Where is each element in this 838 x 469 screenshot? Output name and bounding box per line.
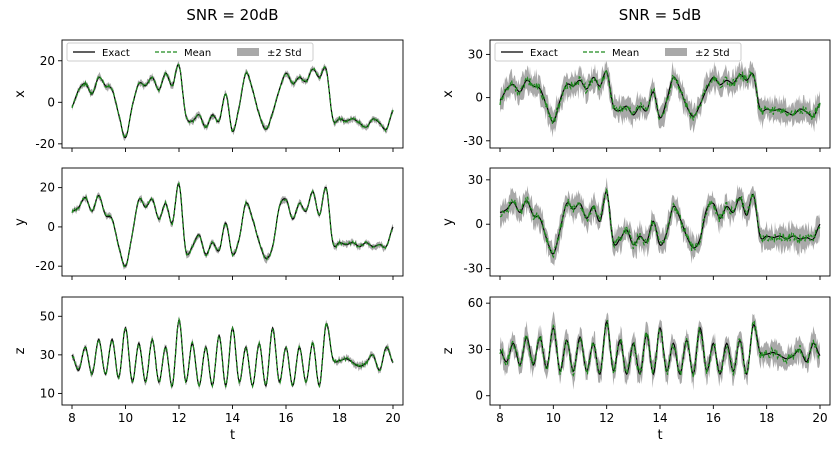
exact-line [499, 320, 821, 376]
mean-line [71, 317, 394, 390]
y-tick-label: 20 [40, 181, 55, 195]
panel-y-20dB: -20 0 20 y [13, 167, 404, 280]
panel-x-20dB: -20 0 20 x Exact Mean ±2 Std SNR = 20dB [13, 6, 404, 152]
x-axis-label: t [657, 428, 662, 443]
legend-std-swatch [237, 48, 259, 56]
x-tick-label: 16 [278, 411, 293, 425]
y-tick-label: 30 [468, 47, 483, 61]
panel-x-5dB: -30 0 30 x Exact Mean ±2 Std SNR = 5dB [441, 6, 831, 152]
legend-box [494, 42, 742, 62]
std-band [500, 59, 820, 138]
exact-line [71, 63, 394, 139]
x-tick-label: 12 [599, 411, 614, 425]
y-tick-label: -20 [35, 137, 55, 151]
std-band [500, 177, 820, 266]
x-tick-label: 8 [68, 411, 76, 425]
x-tick-label: 18 [332, 411, 347, 425]
y-tick-label: 0 [475, 91, 483, 105]
legend-mean-label: Mean [184, 48, 211, 59]
panel-z-20dB: 10 30 50 8 10 12 14 16 18 20 z t [13, 296, 404, 443]
legend-box [66, 42, 314, 62]
x-tick-label: 10 [118, 411, 133, 425]
legend-mean-label: Mean [612, 48, 639, 59]
y-axis-label: z [441, 347, 456, 354]
column-title: SNR = 20dB [186, 6, 278, 24]
legend-std-swatch [665, 48, 687, 56]
y-axis-label: x [13, 90, 28, 98]
legend-std-label: ±2 Std [695, 48, 730, 59]
x-tick-label: 14 [652, 411, 667, 425]
y-tick-label: 30 [468, 342, 483, 356]
legend: Exact Mean ±2 Std [66, 42, 314, 62]
y-axis-label: x [441, 90, 456, 98]
y-axis-label: y [13, 218, 28, 226]
y-tick-label: 0 [47, 220, 55, 234]
y-tick-label: 60 [468, 296, 483, 310]
std-band [500, 311, 820, 391]
y-tick-label: -20 [35, 259, 55, 273]
y-tick-label: 20 [40, 54, 55, 68]
y-tick-label: 30 [468, 173, 483, 187]
axes-frame [61, 296, 404, 406]
std-band [72, 61, 393, 142]
x-tick-label: 18 [759, 411, 774, 425]
panel-z-5dB: 0 30 60 8 10 12 14 16 18 20 z t [441, 296, 831, 443]
x-tick-label: 20 [812, 411, 827, 425]
y-tick-label: -30 [463, 134, 483, 148]
mean-line [499, 188, 821, 259]
y-axis-label: y [441, 218, 456, 226]
y-tick-label: 0 [47, 95, 55, 109]
legend-exact-label: Exact [102, 48, 130, 59]
y-axis-label: z [13, 347, 28, 354]
mean-line [71, 181, 394, 268]
legend: Exact Mean ±2 Std [494, 42, 742, 62]
y-tick-label: 0 [475, 389, 483, 403]
y-tick-label: 10 [40, 386, 55, 400]
legend-exact-label: Exact [530, 48, 558, 59]
y-tick-label: 0 [475, 217, 483, 231]
x-tick-label: 16 [706, 411, 721, 425]
x-tick-label: 8 [496, 411, 504, 425]
exact-line [499, 70, 821, 123]
x-tick-label: 14 [225, 411, 240, 425]
column-title: SNR = 5dB [619, 6, 702, 24]
x-tick-label: 12 [171, 411, 186, 425]
panel-y-5dB: -30 0 30 y [441, 167, 831, 280]
x-tick-label: 10 [546, 411, 561, 425]
y-tick-label: -30 [463, 262, 483, 276]
x-axis-label: t [230, 428, 235, 443]
y-tick-label: 30 [40, 348, 55, 362]
y-tick-label: 50 [40, 309, 55, 323]
x-tick-label: 20 [385, 411, 400, 425]
mean-line [71, 63, 394, 140]
legend-std-label: ±2 Std [267, 48, 302, 59]
mean-line [499, 318, 821, 378]
